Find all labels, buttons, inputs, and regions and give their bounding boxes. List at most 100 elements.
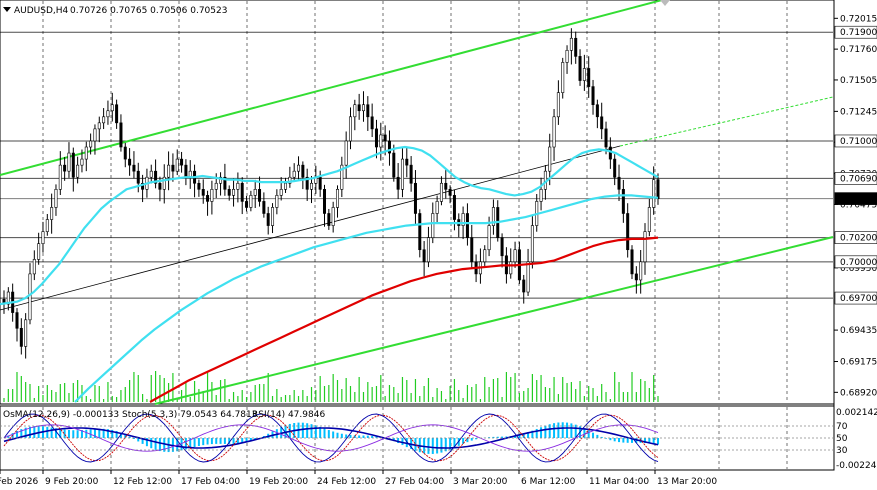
candle-body [656, 179, 660, 199]
candle-body [71, 152, 75, 178]
time-label: 24 Feb 12:00 [317, 477, 376, 487]
stoch-signal-line [3, 414, 659, 462]
candle-body [132, 164, 136, 172]
candle-body [180, 158, 184, 166]
level-tag-box [834, 291, 877, 305]
candle-body [522, 279, 526, 293]
candle-body [634, 273, 638, 281]
candle-body [513, 249, 517, 263]
candle-body [15, 312, 19, 329]
candle-body [63, 164, 67, 172]
price-label: 0.70475 [840, 200, 877, 210]
candle-body [58, 164, 62, 190]
candle-body [128, 158, 132, 166]
candle-body [28, 273, 32, 321]
candle-body [6, 291, 10, 305]
channel-lower-line [154, 236, 834, 405]
candle-body [548, 146, 552, 172]
channel-upper-line [0, 0, 663, 176]
candle-body [284, 182, 288, 190]
candle-body [600, 116, 604, 130]
candle-body [76, 164, 80, 178]
moving-averages [0, 145, 659, 403]
candle-body [240, 182, 244, 202]
candle-body [413, 182, 417, 214]
candle-body [323, 189, 327, 214]
ema-mid-line [74, 194, 659, 403]
osma-label: OsMA(12,26,9) -0.000133 [3, 410, 119, 420]
candle-body [45, 219, 49, 232]
candle-body [24, 319, 28, 347]
candle-body [491, 207, 495, 226]
candle-body [335, 189, 339, 208]
candle-body [383, 134, 387, 142]
price-label: 0.69175 [840, 358, 877, 368]
candle-body [431, 213, 435, 238]
time-label: 17 Feb 04:00 [181, 477, 240, 487]
channel-mid-projection [619, 96, 834, 147]
price-label: 0.71505 [840, 76, 877, 86]
candle-body [19, 327, 23, 347]
dropdown-triangle-icon[interactable] [3, 7, 11, 12]
horizontal-levels [0, 31, 833, 299]
candle-body [587, 68, 591, 87]
candle-body [405, 158, 409, 166]
candle-body [245, 201, 249, 208]
candles [2, 28, 660, 359]
candle-body [574, 37, 578, 57]
channel-mid-line [0, 145, 621, 311]
price-label: 0.69435 [840, 326, 877, 336]
price-label: 0.71760 [840, 45, 877, 55]
level-tag-label: 0.70523 [840, 195, 877, 205]
candle-body [32, 259, 36, 275]
candle-body [400, 158, 404, 190]
channel-handle-icon [660, 0, 670, 6]
price-label: 0.68920 [840, 388, 877, 398]
candle-body [461, 213, 465, 226]
candle-body [608, 146, 612, 160]
candle-body [526, 261, 530, 293]
candle-body [452, 195, 456, 220]
candle-body [262, 201, 266, 214]
candle-body [565, 50, 569, 63]
trend-channel [0, 0, 834, 405]
candle-body [500, 237, 504, 257]
level-tag-box [834, 25, 877, 39]
candle-body [379, 134, 383, 148]
indicator-level-label: 70 [836, 422, 848, 432]
time-label: 6 Feb 2026 [0, 477, 39, 487]
candle-body [305, 176, 309, 190]
candle-body [301, 164, 305, 178]
candle-body [617, 176, 621, 190]
candle-body [361, 104, 365, 112]
candle-body [652, 179, 656, 208]
candle-body [110, 104, 114, 112]
candle-body [171, 164, 175, 172]
candle-body [253, 189, 257, 196]
indicator-level-label: 30 [836, 446, 848, 456]
candle-body [465, 213, 469, 238]
candle-body [552, 116, 556, 148]
candle-body [266, 213, 270, 226]
candle-body [167, 164, 171, 178]
candle-body [582, 68, 586, 81]
candle-body [470, 237, 474, 263]
candle-body [158, 182, 162, 190]
candle-body [487, 225, 491, 251]
candle-body [556, 92, 560, 118]
candle-body [184, 164, 188, 178]
candle-body [50, 207, 54, 220]
level-tag-box [834, 192, 877, 205]
time-label: 11 Mar 04:00 [589, 477, 649, 487]
level-tag-label: 0.69700 [840, 294, 877, 304]
level-tag-box [834, 134, 877, 148]
candle-body [249, 195, 253, 208]
candle-body [392, 152, 396, 178]
candle-body [97, 122, 101, 130]
candle-body [340, 164, 344, 190]
candle-body [227, 189, 231, 196]
candle-body [292, 170, 296, 178]
candle-body [418, 213, 422, 251]
time-label: 9 Feb 20:00 [45, 477, 99, 487]
